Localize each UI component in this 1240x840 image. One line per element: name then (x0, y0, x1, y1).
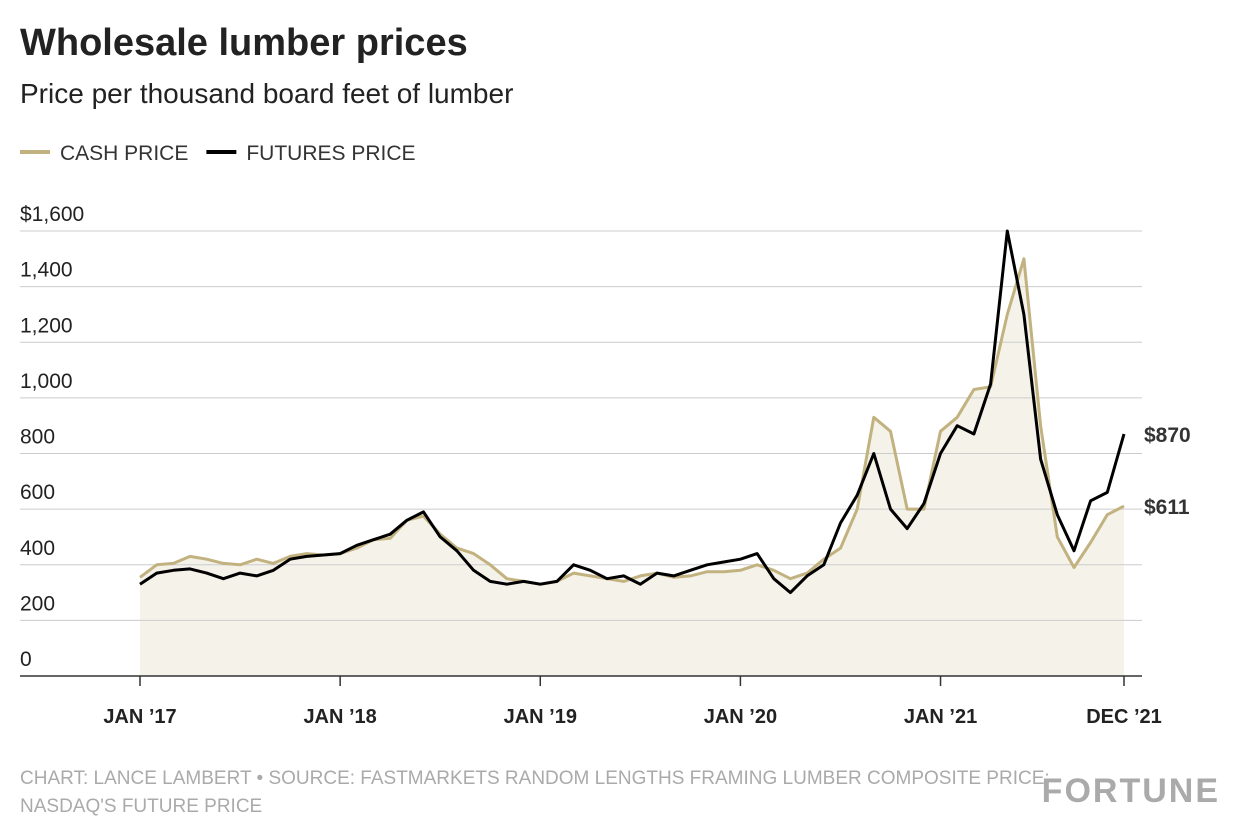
y-tick-label: 1,400 (20, 259, 73, 282)
end-value-label: $870 (1144, 424, 1191, 447)
line (139, 229, 1126, 595)
legend-label: CASH PRICE (60, 142, 188, 165)
y-tick-label: $1,600 (20, 203, 84, 226)
x-tick-label: DEC ’21 (1086, 706, 1162, 728)
source-note: NASDAQ'S FUTURE PRICE (20, 796, 262, 817)
x-tick-label: JAN ’21 (904, 706, 977, 728)
y-tick-label: 600 (20, 481, 55, 504)
y-tick-label: 200 (20, 592, 55, 615)
y-tick-label: 1,200 (20, 314, 73, 337)
end-value-label: $611 (1144, 496, 1190, 519)
source-note: CHART: LANCE LAMBERT • SOURCE: FASTMARKE… (20, 768, 1050, 789)
x-tick-label: JAN ’20 (704, 706, 777, 728)
chart-subtitle: Price per thousand board feet of lumber (20, 78, 513, 109)
y-tick-label: 0 (20, 648, 32, 671)
y-tick-label: 1,000 (20, 370, 73, 393)
chart-title: Wholesale lumber prices (20, 22, 468, 64)
legend-label: FUTURES PRICE (246, 142, 415, 165)
y-tick-label: 400 (20, 537, 55, 560)
x-tick-label: JAN ’17 (103, 706, 176, 728)
brand-logo: FORTUNE (1042, 772, 1220, 810)
x-tick-label: JAN ’19 (504, 706, 577, 728)
grid (20, 230, 1142, 677)
y-tick-label: 800 (20, 426, 55, 449)
x-tick-label: JAN ’18 (303, 706, 376, 728)
area (140, 258, 1124, 676)
